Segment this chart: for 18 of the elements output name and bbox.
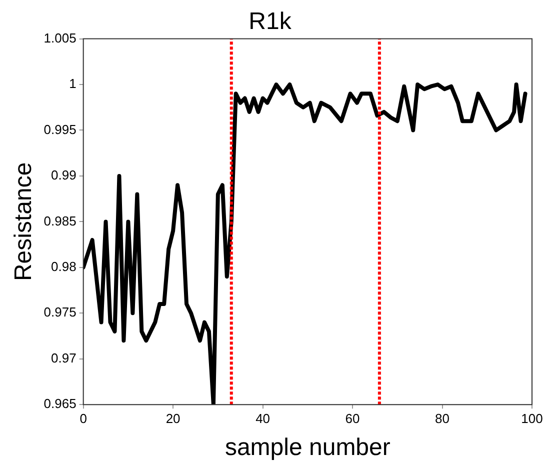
x-tick-label: 0	[80, 410, 87, 426]
y-tick-label: 0.995	[44, 122, 76, 137]
chart-title: R1k	[248, 8, 292, 36]
y-tick-label: 1	[69, 76, 76, 92]
x-tick-label: 60	[345, 410, 360, 426]
y-tick-label: 1.005	[44, 30, 76, 46]
x-tick-label: 100	[521, 410, 543, 426]
y-tick-label: 0.965	[44, 396, 76, 412]
y-tick-label: 0.99	[51, 168, 76, 183]
x-tick-label: 80	[435, 410, 450, 426]
y-tick-label: 0.985	[44, 213, 76, 228]
x-axis-title: sample number	[224, 434, 390, 462]
x-tick-label: 40	[256, 410, 270, 426]
y-tick-label: 0.975	[44, 304, 76, 320]
y-tick-label: 0.98	[51, 259, 76, 274]
y-axis-title: Resistance	[10, 162, 38, 282]
y-tick-label: 0.97	[51, 350, 76, 366]
x-tick-label: 20	[166, 410, 180, 426]
